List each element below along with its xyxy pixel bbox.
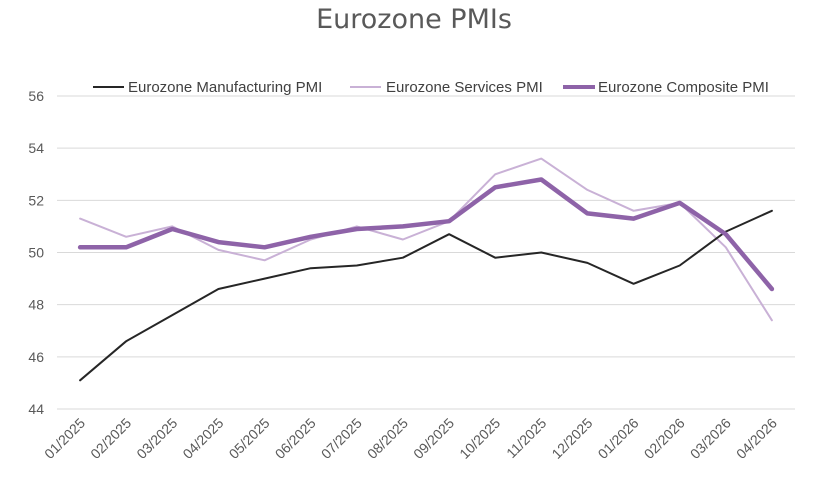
x-tick-label: 05/2025 — [226, 415, 273, 462]
x-tick-label: 03/2026 — [687, 415, 734, 462]
y-axis-tick-labels: 44 46 48 50 52 54 56 — [28, 88, 44, 417]
gridlines — [57, 95, 795, 410]
series-line-manufacturing — [79, 209, 773, 382]
legend-label-services: Eurozone Services PMI — [386, 79, 543, 96]
x-tick-label: 06/2025 — [272, 415, 319, 462]
legend-item-manufacturing[interactable]: Eurozone Manufacturing PMI — [93, 79, 322, 96]
x-tick-label: 12/2025 — [548, 415, 595, 462]
x-tick-label: 08/2025 — [364, 415, 411, 462]
x-tick-label: 01/2025 — [41, 415, 88, 462]
x-tick-label: 04/2026 — [733, 415, 780, 462]
y-tick-label: 48 — [28, 297, 44, 313]
y-tick-label: 54 — [28, 140, 44, 156]
x-tick-label: 01/2026 — [595, 415, 642, 462]
x-tick-label: 09/2025 — [410, 415, 457, 462]
y-tick-label: 50 — [28, 245, 44, 261]
series-lines — [77, 157, 775, 382]
chart-title: Eurozone PMIs — [316, 4, 512, 35]
series-line-composite — [77, 177, 775, 292]
x-axis-tick-labels: 01/2025 02/2025 03/2025 04/2025 05/2025 06/20… — [41, 415, 780, 462]
x-tick-label: 11/2025 — [503, 415, 550, 462]
series-line-services — [79, 157, 773, 322]
y-tick-label: 56 — [28, 88, 44, 104]
x-tick-label: 02/2026 — [641, 415, 688, 462]
y-tick-label: 44 — [28, 401, 44, 417]
legend-item-composite[interactable]: Eurozone Composite PMI — [563, 79, 769, 96]
x-tick-label: 10/2025 — [456, 415, 503, 462]
legend: Eurozone Manufacturing PMI Eurozone Serv… — [93, 79, 769, 96]
legend-item-services[interactable]: Eurozone Services PMI — [350, 79, 543, 96]
x-tick-label: 02/2025 — [87, 415, 134, 462]
x-tick-label: 07/2025 — [318, 415, 365, 462]
legend-label-composite: Eurozone Composite PMI — [598, 79, 769, 96]
y-tick-label: 52 — [28, 192, 44, 208]
x-tick-label: 03/2025 — [133, 415, 180, 462]
x-tick-label: 04/2025 — [179, 415, 226, 462]
y-tick-label: 46 — [28, 349, 44, 365]
legend-label-manufacturing: Eurozone Manufacturing PMI — [128, 79, 322, 96]
